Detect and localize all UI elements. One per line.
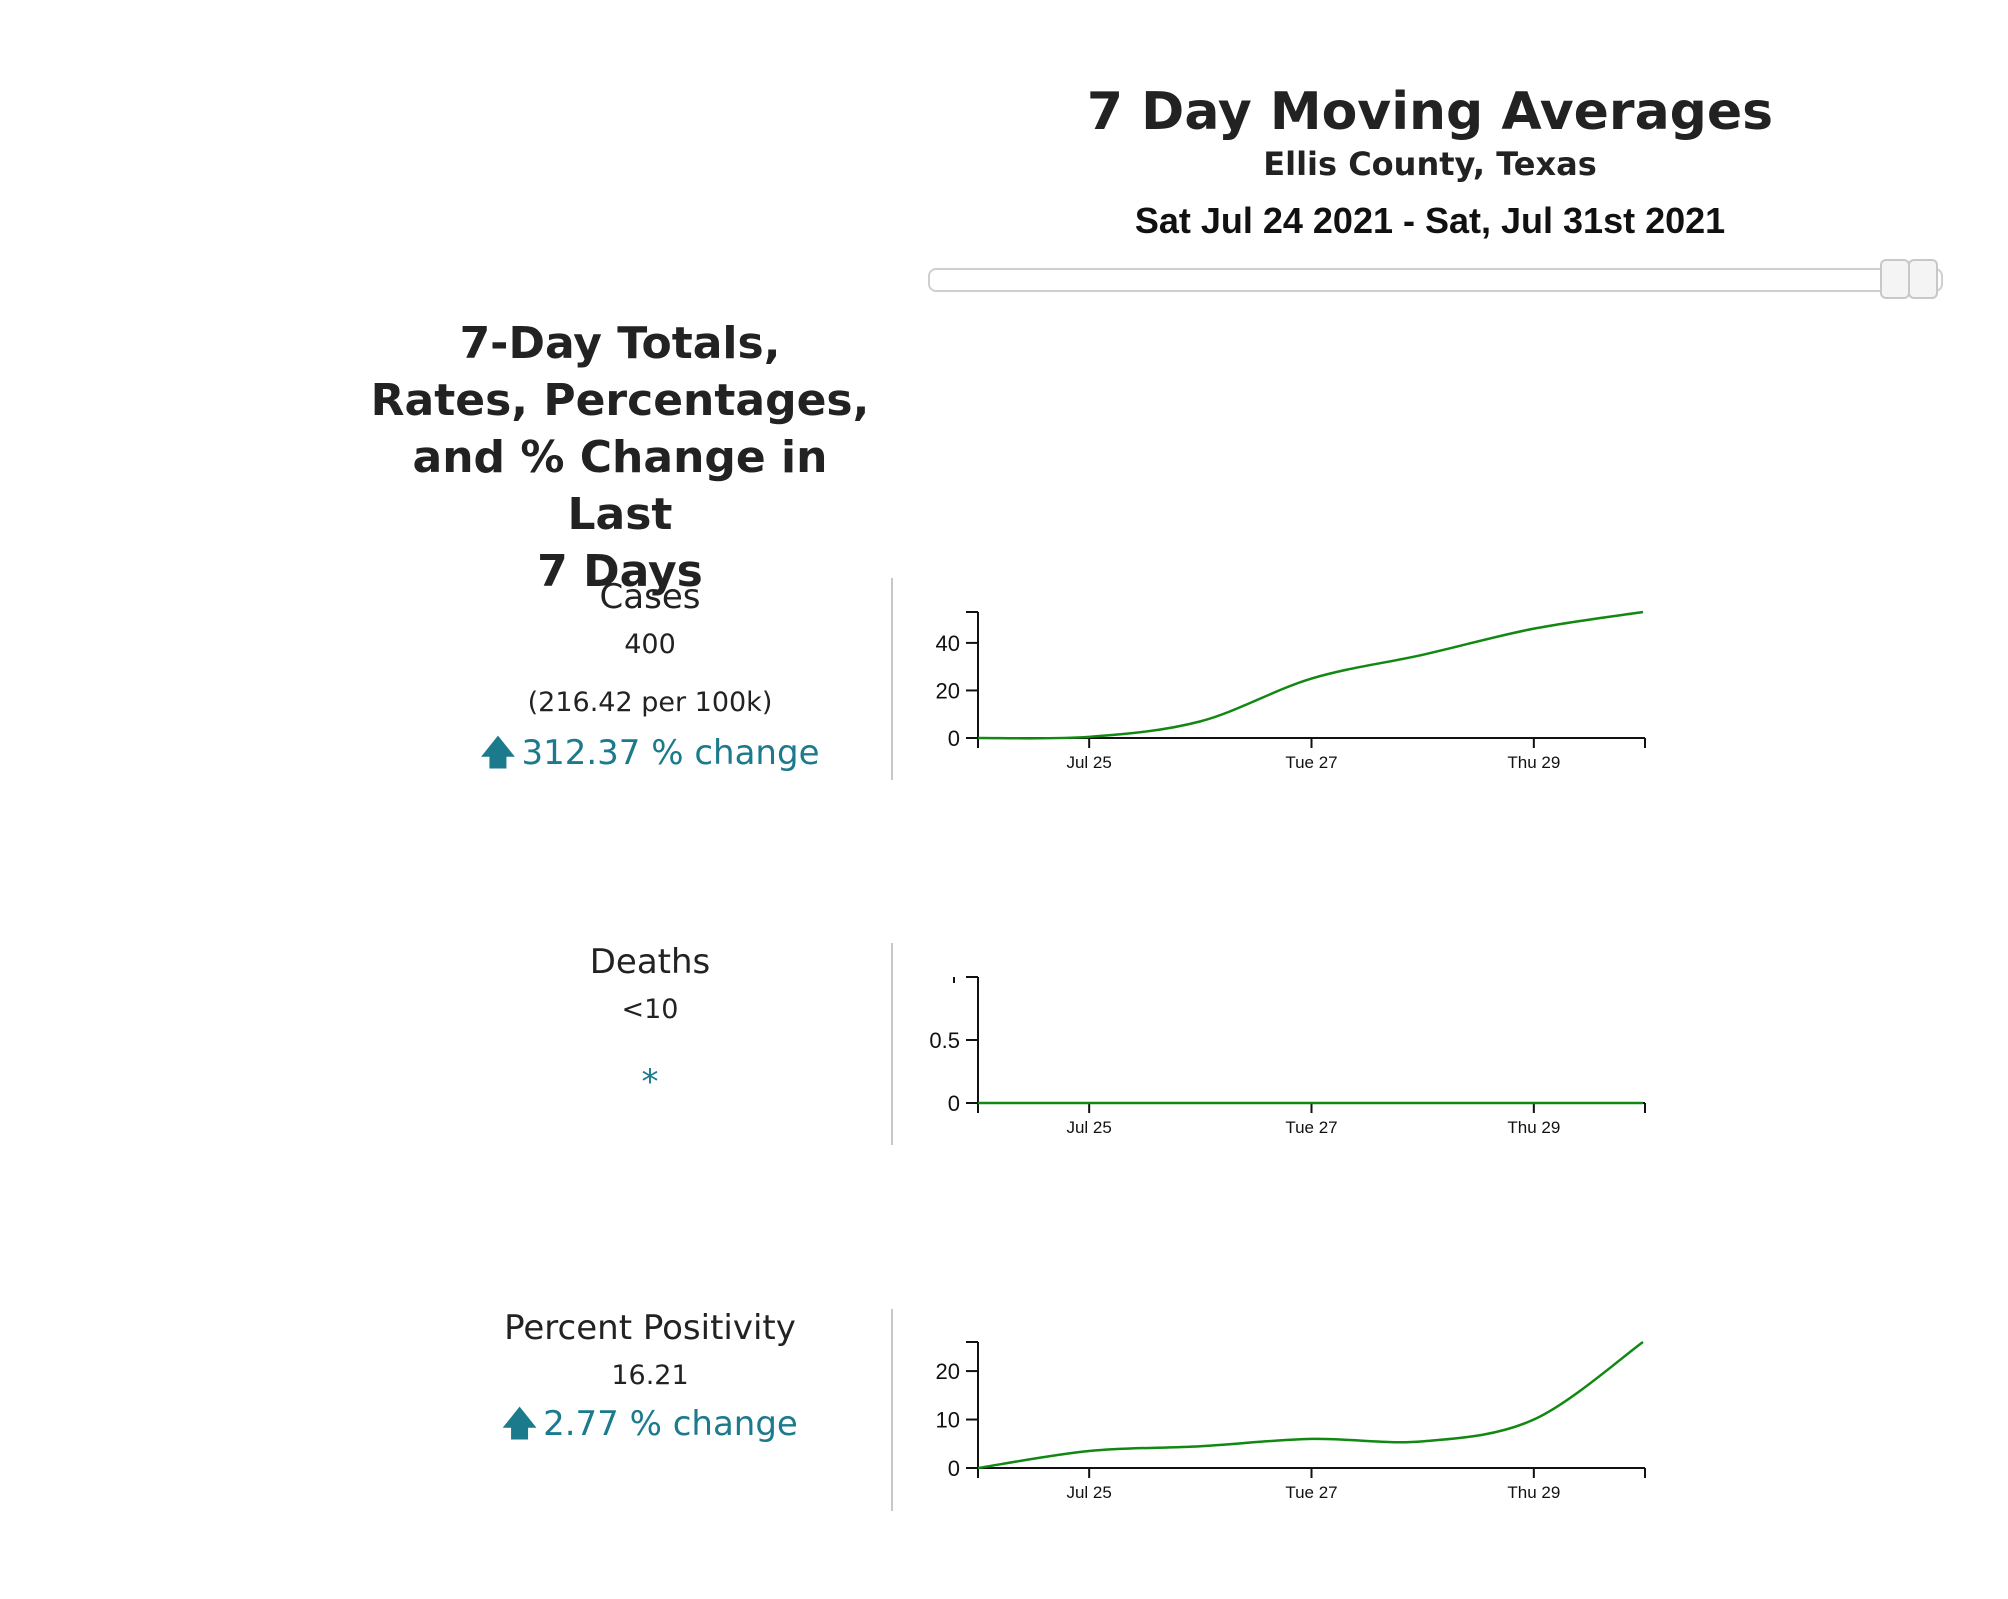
- x-tick-label: Jul 25: [1066, 1483, 1111, 1502]
- x-tick-label: Jul 25: [1066, 753, 1111, 772]
- deaths-total: <10: [621, 994, 679, 1025]
- divider: [891, 1309, 893, 1511]
- positivity-label: Percent Positivity: [504, 1308, 796, 1348]
- date-range-label: Sat Jul 24 2021 - Sat, Jul 31st 2021: [1134, 200, 1726, 241]
- deaths-change: *: [641, 1062, 659, 1102]
- positivity-value: 16.21: [611, 1360, 689, 1391]
- series-line: [977, 1340, 1644, 1470]
- summary-heading-line: and % Change in Last: [412, 432, 828, 540]
- y-tick-label: 40: [936, 631, 960, 656]
- arrow-up-icon: 🡅: [502, 1404, 538, 1444]
- divider: [891, 943, 893, 1145]
- deaths-chart: 0 0.5 Jul 25 Tue 27 Thu 29: [929, 976, 1646, 1137]
- cases-change-text: 312.37 % change: [521, 733, 820, 773]
- slider-handle-start[interactable]: [1880, 259, 1910, 299]
- page-title: 7 Day Moving Averages: [1086, 82, 1774, 142]
- deaths-label: Deaths: [589, 942, 711, 982]
- x-tick-label: Thu 29: [1507, 1118, 1560, 1137]
- arrow-up-icon: 🡅: [480, 733, 516, 773]
- summary-heading-line: 7 Days: [537, 546, 703, 597]
- y-tick-label: 10: [936, 1408, 960, 1433]
- y-tick-label: 0.5: [929, 1028, 960, 1053]
- summary-heading-line: Rates, Percentages,: [370, 375, 870, 426]
- cases-stat: Cases 400 (216.42 per 100k) 🡅 312.37 % ch…: [430, 575, 870, 775]
- summary-heading-line: 7-Day Totals,: [459, 318, 781, 369]
- x-tick-label: Tue 27: [1285, 753, 1337, 772]
- x-tick-label: Thu 29: [1507, 1483, 1560, 1502]
- cases-chart: 0 20 40 Jul 25 Tue 27 Thu 29: [936, 610, 1646, 772]
- cases-total: 400: [624, 629, 676, 660]
- summary-heading: 7-Day Totals, Rates, Percentages, and % …: [360, 315, 880, 600]
- positivity-change: 🡅 2.77 % change: [430, 1402, 870, 1446]
- slider-handle-end[interactable]: [1908, 259, 1938, 299]
- cases-change: 🡅 312.37 % change: [430, 731, 870, 775]
- x-tick-label: Thu 29: [1507, 753, 1560, 772]
- x-tick-label: Tue 27: [1285, 1118, 1337, 1137]
- y-tick-label: 20: [936, 1359, 960, 1384]
- positivity-change-text: 2.77 % change: [543, 1404, 798, 1444]
- x-tick-label: Tue 27: [1285, 1483, 1337, 1502]
- date-range-slider[interactable]: [928, 268, 1943, 292]
- y-tick-label: 0: [948, 1456, 960, 1481]
- x-tick-label: Jul 25: [1066, 1118, 1111, 1137]
- page-subtitle: Ellis County, Texas: [1263, 145, 1597, 183]
- deaths-stat: Deaths <10 *: [430, 940, 870, 1104]
- y-tick-label: 0: [948, 1091, 960, 1116]
- positivity-stat: Percent Positivity 16.21 🡅 2.77 % change: [430, 1306, 870, 1446]
- y-tick-label: 20: [936, 678, 960, 703]
- y-tick-label: 0: [948, 726, 960, 751]
- cases-label: Cases: [599, 577, 701, 617]
- divider: [891, 578, 893, 780]
- cases-rate: (216.42 per 100k): [527, 687, 773, 718]
- positivity-chart: 0 10 20 Jul 25 Tue 27 Thu 29: [936, 1340, 1646, 1502]
- series-line: [977, 610, 1644, 740]
